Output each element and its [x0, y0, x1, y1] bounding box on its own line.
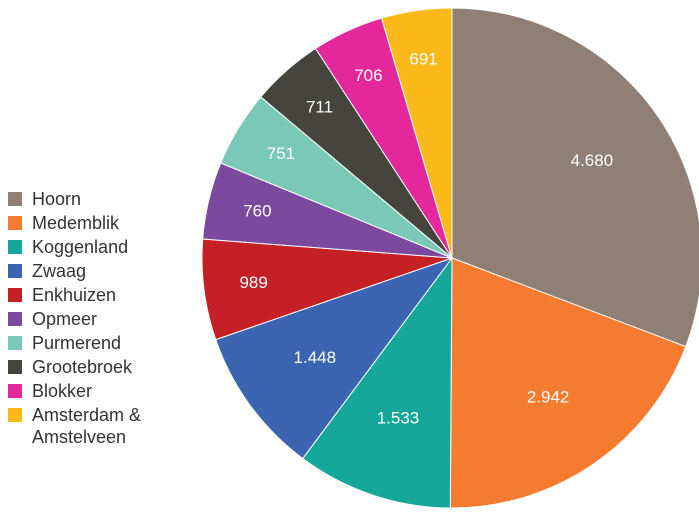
data-label: 760: [243, 201, 271, 220]
legend-item: Enkhuizen: [8, 284, 188, 308]
data-label: 2.942: [527, 388, 570, 407]
legend-label: Enkhuizen: [32, 285, 117, 305]
legend-label: Purmerend: [32, 333, 122, 353]
data-label: 751: [267, 144, 295, 163]
legend-swatch: [8, 192, 22, 206]
legend-item: Koggenland: [8, 236, 188, 260]
legend-swatch: [8, 360, 22, 374]
legend-swatch: [8, 264, 22, 278]
pie-slice: [215, 256, 454, 460]
legend-label: Blokker: [32, 381, 93, 401]
pie-slice: [301, 256, 453, 509]
legend-item: Hoorn: [8, 188, 188, 212]
data-label: 4.680: [571, 151, 614, 170]
legend-item: Zwaag: [8, 260, 188, 284]
legend-label: Hoorn: [32, 189, 82, 209]
legend-swatch: [8, 288, 22, 302]
legend-item: Opmeer: [8, 308, 188, 332]
legend-label: Medemblik: [32, 213, 120, 233]
data-label: 706: [354, 66, 382, 85]
data-label: 691: [409, 50, 437, 69]
legend-swatch: [8, 240, 22, 254]
legend-label: Grootebroek: [32, 357, 133, 377]
legend-swatch: [8, 384, 22, 398]
data-label: 1.448: [294, 348, 337, 367]
legend-swatch: [8, 312, 22, 326]
legend-item: Medemblik: [8, 212, 188, 236]
legend-label: Amsterdam & Amstelveen: [32, 405, 142, 447]
legend-swatch: [8, 216, 22, 230]
legend: Hoorn Medemblik Koggenland Zwaag Enkhuizen Op…: [8, 188, 188, 448]
legend-swatch: [8, 336, 22, 350]
legend-item: Blokker: [8, 380, 188, 404]
legend-swatch: [8, 408, 22, 422]
legend-item: Purmerend: [8, 332, 188, 356]
legend-item: Grootebroek: [8, 356, 188, 380]
data-label: 989: [239, 273, 267, 292]
data-label: 1.533: [377, 409, 420, 428]
legend-label: Koggenland: [32, 237, 129, 257]
pie-slice: [451, 7, 699, 348]
legend-item: Amsterdam & Amstelveen: [8, 404, 188, 448]
data-label: 711: [306, 98, 333, 117]
pie-slice: [449, 257, 687, 509]
legend-label: Opmeer: [32, 309, 98, 329]
legend-label: Zwaag: [32, 261, 87, 281]
pie-slice: [380, 7, 453, 259]
